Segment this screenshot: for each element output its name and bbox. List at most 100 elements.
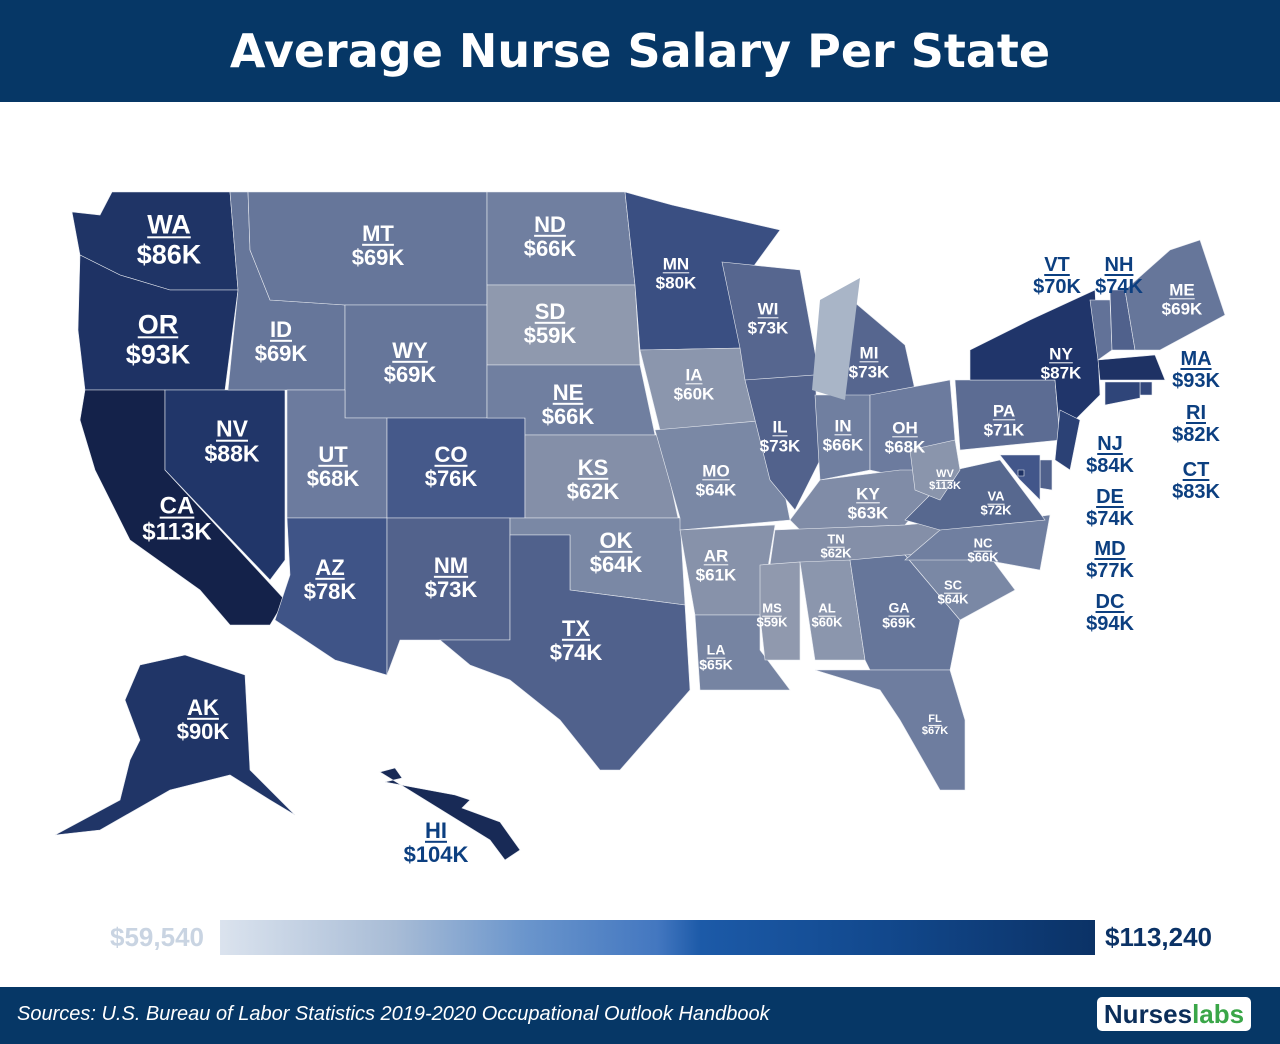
state-abbr: LA — [706, 641, 726, 658]
state-salary: $59K — [756, 615, 788, 630]
state-salary: $113K — [929, 480, 961, 492]
state-label-sd: SD $59K — [523, 298, 577, 348]
state-abbr: VA — [987, 488, 1005, 504]
state-label-ga: GA $69K — [882, 599, 916, 632]
state-label-ma: MA $93K — [1172, 348, 1220, 392]
state-salary: $69K — [882, 615, 916, 631]
state-label-in: IN $66K — [823, 417, 864, 454]
header: Average Nurse Salary Per State — [0, 0, 1280, 102]
state-abbr: WI — [757, 299, 779, 319]
state-label-ri: RI $82K — [1172, 402, 1220, 446]
state-label-il: IL $73K — [760, 418, 801, 455]
state-abbr: SD — [534, 298, 566, 324]
state-abbr: TX — [561, 615, 591, 641]
state-label-ks: KS $62K — [567, 455, 620, 504]
state-abbr: OH — [892, 418, 918, 438]
state-label-ca: CA $113K — [142, 492, 211, 547]
state-abbr: NV — [216, 415, 248, 442]
state-label-nc: NC $66K — [967, 536, 999, 566]
state-ny — [969, 289, 1101, 436]
state-abbr: AR — [703, 546, 729, 566]
state-salary: $73K — [759, 436, 801, 455]
state-abbr: GA — [888, 599, 910, 616]
state-salary: $68K — [306, 466, 360, 491]
state-label-wi: WI $73K — [748, 300, 789, 337]
state-salary: $94K — [1086, 613, 1134, 635]
state-salary: $60K — [811, 615, 843, 630]
state-salary: $73K — [424, 577, 478, 602]
state-label-dc: DC $94K — [1086, 591, 1134, 635]
state-il — [744, 374, 821, 511]
state-mo — [654, 419, 791, 531]
legend-max: $113,240 — [1105, 922, 1213, 952]
state-label-al: AL $60K — [811, 601, 843, 631]
state-salary: $60K — [673, 384, 715, 403]
state-salary: $83K — [1172, 481, 1220, 503]
state-abbr: OK — [599, 527, 633, 553]
state-salary: $59K — [523, 323, 577, 348]
state-ri — [1139, 381, 1153, 396]
state-abbr: ME — [1169, 280, 1195, 300]
state-abbr: HI — [425, 817, 447, 843]
legend-gradient — [220, 920, 1095, 955]
state-label-ne: NE $66K — [542, 379, 595, 429]
sources-text: Sources: U.S. Bureau of Labor Statistics… — [17, 1003, 770, 1025]
state-label-de: DE $74K — [1086, 486, 1134, 530]
state-abbr: AK — [187, 694, 219, 720]
state-salary: $84K — [1086, 455, 1134, 477]
state-dc — [1017, 469, 1025, 477]
state-label-oh: OH $68K — [885, 419, 926, 456]
state-abbr: NE — [552, 379, 584, 405]
state-tx — [439, 534, 691, 771]
state-salary: $68K — [884, 437, 926, 456]
state-abbr: WY — [392, 337, 428, 363]
state-salary: $72K — [980, 503, 1012, 518]
state-abbr: MN — [662, 254, 690, 274]
state-abbr: NY — [1049, 344, 1073, 364]
state-label-ky: KY $63K — [848, 485, 889, 522]
state-ma — [1097, 354, 1166, 381]
state-salary: $76K — [424, 466, 478, 491]
state-label-az: AZ $78K — [304, 555, 357, 604]
state-abbr: CO — [434, 441, 468, 467]
state-salary: $64K — [589, 552, 643, 577]
state-salary: $69K — [383, 362, 437, 387]
state-abbr: UT — [318, 441, 348, 467]
state-abbr: OR — [137, 309, 179, 340]
state-salary: $64K — [937, 592, 969, 607]
state-label-tx: TX $74K — [549, 615, 603, 665]
state-label-nj: NJ $84K — [1086, 433, 1134, 477]
state-abbr: CA — [159, 492, 195, 520]
state-label-nh: NH $74K — [1095, 254, 1143, 298]
footer: Sources: U.S. Bureau of Labor Statistics… — [0, 987, 1280, 1044]
state-label-ak: AK $90K — [177, 694, 230, 744]
state-salary: $93K — [1172, 370, 1220, 392]
state-salary: $77K — [1086, 560, 1134, 582]
state-label-fl: FL $67K — [922, 713, 948, 737]
state-label-pa: PA $71K — [984, 402, 1025, 439]
state-label-nm: NM $73K — [424, 553, 478, 602]
state-label-ms: MS $59K — [756, 601, 788, 631]
state-salary: $74K — [549, 640, 603, 665]
state-salary: $82K — [1172, 424, 1220, 446]
state-abbr: IN — [834, 416, 852, 436]
state-salary: $80K — [655, 273, 697, 292]
state-salary: $69K — [1161, 299, 1203, 318]
state-salary: $67K — [921, 725, 949, 737]
state-abbr: WA — [147, 209, 191, 240]
state-me — [1124, 239, 1226, 351]
state-salary: $66K — [967, 550, 999, 565]
state-abbr: FL — [928, 712, 942, 725]
state-abbr: MD — [1094, 538, 1126, 560]
state-abbr: KY — [856, 484, 880, 504]
state-label-mi: MI $73K — [849, 344, 890, 381]
state-label-ok: OK $64K — [589, 527, 643, 577]
state-la — [694, 614, 791, 691]
state-abbr: TN — [827, 531, 845, 547]
state-label-hi: HI $104K — [404, 817, 469, 867]
state-abbr: MI — [859, 343, 879, 363]
state-label-mt: MT $69K — [352, 221, 405, 270]
us-map — [54, 191, 1226, 861]
state-label-wy: WY $69K — [383, 337, 437, 387]
state-label-la: LA $65K — [699, 641, 732, 674]
